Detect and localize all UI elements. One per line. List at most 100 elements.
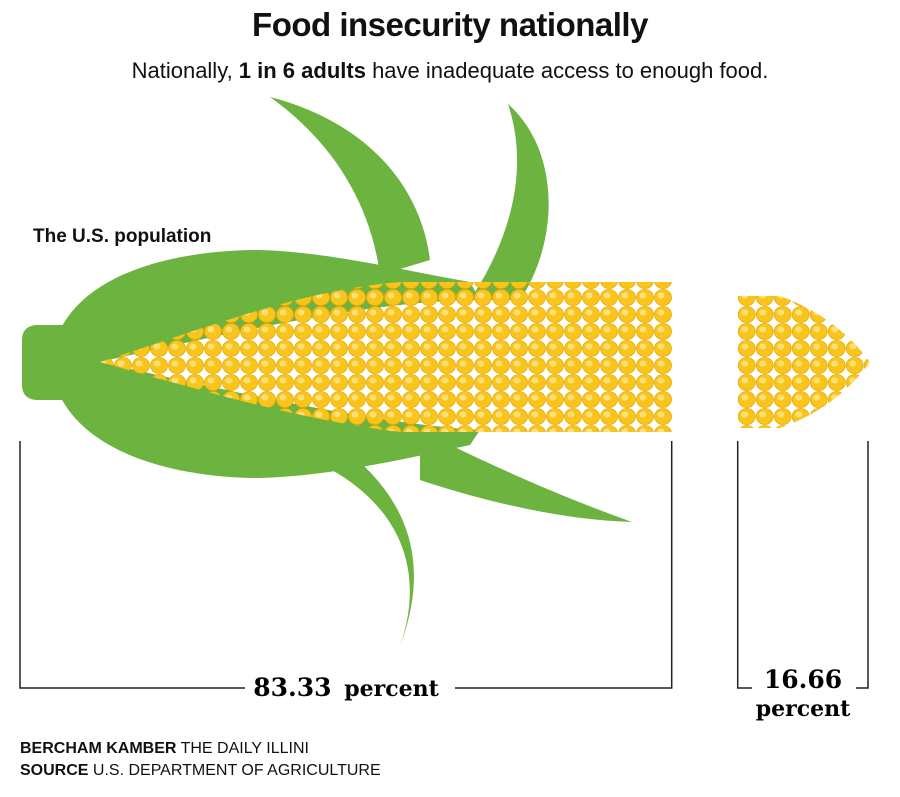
kernel-major-23 bbox=[510, 282, 528, 289]
kernel-major-shine-184 bbox=[531, 360, 539, 367]
kernel-major-shine-202 bbox=[279, 377, 287, 384]
kernel-major-shine-286 bbox=[639, 411, 647, 418]
subtitle-tail: have inadequate access to enough food. bbox=[365, 58, 769, 83]
kernel-major-shine-183 bbox=[513, 360, 521, 367]
kernel-major-shine-244 bbox=[459, 394, 467, 401]
kernel-minor-20 bbox=[809, 306, 828, 323]
kernel-major-shine-247 bbox=[513, 394, 521, 401]
kernel-major-18 bbox=[420, 282, 438, 289]
kernel-major-shine-139 bbox=[297, 343, 305, 350]
kernel-major-shine-86 bbox=[495, 309, 503, 316]
kernel-major-shine-310 bbox=[495, 428, 503, 432]
kernel-major-shine-62 bbox=[639, 292, 647, 299]
subtitle-highlight: 1 in 6 adults bbox=[238, 58, 366, 83]
kernel-major-shine-241 bbox=[405, 394, 413, 401]
kernel-major-shine-210 bbox=[423, 377, 431, 384]
subtitle-lead: Nationally, bbox=[131, 58, 239, 83]
kernel-minor-shine-50 bbox=[777, 377, 785, 384]
kernel-major-shine-281 bbox=[549, 411, 557, 418]
kernel-major-shine-178 bbox=[423, 360, 431, 367]
kernel-minor-78 bbox=[845, 425, 864, 428]
kernel-major-shine-309 bbox=[477, 428, 485, 432]
kernel-major-17 bbox=[402, 282, 420, 289]
kernel-minor-77 bbox=[827, 425, 846, 428]
kernel-minor-shine-8 bbox=[741, 296, 749, 299]
kernel-major-shine-87 bbox=[513, 309, 521, 316]
kernel-minor-74 bbox=[773, 425, 792, 428]
kernel-minor-5 bbox=[828, 273, 845, 289]
kernel-major-shine-92 bbox=[603, 309, 611, 316]
kernel-minor-shine-72 bbox=[741, 429, 748, 435]
kernel-major-shine-25 bbox=[550, 276, 557, 282]
kernel-major-shine-115 bbox=[441, 326, 449, 333]
kernel-major-shine-147 bbox=[441, 343, 449, 350]
kernel-minor-shine-1 bbox=[759, 276, 766, 282]
label-minor-value: 16.66 bbox=[764, 665, 842, 694]
kernel-major-shine-275 bbox=[441, 411, 449, 418]
husk-leaf-bottom-right bbox=[420, 430, 632, 522]
kernel-major-shine-216 bbox=[531, 377, 539, 384]
kernel-major-shine-106 bbox=[279, 326, 287, 333]
kernel-major-shine-201 bbox=[261, 377, 269, 384]
kernel-major-shine-306 bbox=[423, 428, 431, 432]
kernel-major-shine-144 bbox=[387, 343, 395, 350]
kernel-minor-shine-15 bbox=[867, 296, 870, 299]
kernel-minor-47 bbox=[863, 357, 870, 374]
kernel-major-shine-166 bbox=[207, 360, 215, 367]
kernel-major-shine-223 bbox=[657, 377, 665, 384]
kernel-major-shine-50 bbox=[423, 292, 431, 299]
kernel-major-shine-284 bbox=[603, 411, 611, 418]
kernel-major-shine-114 bbox=[423, 326, 431, 333]
kernel-minor-shine-13 bbox=[831, 296, 839, 299]
kernel-major-shine-278 bbox=[495, 411, 503, 418]
kernel-major-shine-105 bbox=[261, 326, 269, 333]
kernel-major-shine-121 bbox=[549, 326, 557, 333]
kernel-minor-shine-48 bbox=[741, 377, 749, 384]
kernel-major-319 bbox=[654, 425, 672, 432]
kernel-major-shine-189 bbox=[621, 360, 629, 367]
kernel-major-shine-234 bbox=[279, 394, 287, 401]
kernel-major-shine-314 bbox=[567, 428, 575, 432]
kernel-major-shine-80 bbox=[387, 309, 395, 316]
kernel-minor-1 bbox=[756, 273, 773, 289]
kernel-major-shine-175 bbox=[369, 360, 377, 367]
kernel-major-shine-76 bbox=[315, 309, 323, 316]
kernel-major-shine-81 bbox=[405, 309, 413, 316]
kernel-major-shine-156 bbox=[603, 343, 611, 350]
kernel-major-shine-305 bbox=[405, 428, 413, 432]
kernel-minor-69 bbox=[827, 408, 846, 425]
kernel-minor-shine-32 bbox=[741, 343, 749, 350]
kernel-major-shine-197 bbox=[189, 377, 197, 384]
kernel-major-shine-119 bbox=[513, 326, 521, 333]
kernel-minor-shine-62 bbox=[849, 394, 857, 401]
kernel-major-shine-187 bbox=[585, 360, 593, 367]
kernel-major-shine-140 bbox=[315, 343, 323, 350]
kernel-minor-shine-49 bbox=[759, 377, 767, 384]
kernel-major-shine-75 bbox=[297, 309, 305, 316]
kernel-major-shine-122 bbox=[567, 326, 575, 333]
kernel-major-shine-125 bbox=[621, 326, 629, 333]
kernel-major-shine-279 bbox=[513, 411, 521, 418]
kernel-major-shine-162 bbox=[135, 360, 143, 367]
kernel-major-shine-277 bbox=[477, 411, 485, 418]
kernel-minor-shine-23 bbox=[867, 309, 870, 316]
kernel-major-shine-77 bbox=[333, 309, 341, 316]
kernel-minor-shine-37 bbox=[831, 343, 839, 350]
kernel-major-shine-102 bbox=[207, 326, 215, 333]
kernel-major-shine-274 bbox=[423, 411, 431, 418]
chart-title: Food insecurity nationally bbox=[252, 6, 648, 43]
kernel-minor-73 bbox=[755, 425, 774, 428]
kernel-major-shine-153 bbox=[549, 343, 557, 350]
kernel-minor-shine-9 bbox=[759, 296, 767, 299]
kernel-major-316 bbox=[600, 425, 618, 432]
kernel-major-shine-238 bbox=[351, 394, 359, 401]
kernel-major-shine-109 bbox=[333, 326, 341, 333]
kernel-major-shine-313 bbox=[549, 428, 557, 432]
kernel-minor-shine-27 bbox=[795, 326, 803, 333]
kernel-minor-22 bbox=[845, 306, 864, 323]
kernel-major-shine-59 bbox=[585, 292, 593, 299]
kernel-minor-shine-24 bbox=[741, 326, 749, 333]
kernel-major-shine-104 bbox=[243, 326, 251, 333]
bracket-food-insecure bbox=[736, 441, 869, 689]
